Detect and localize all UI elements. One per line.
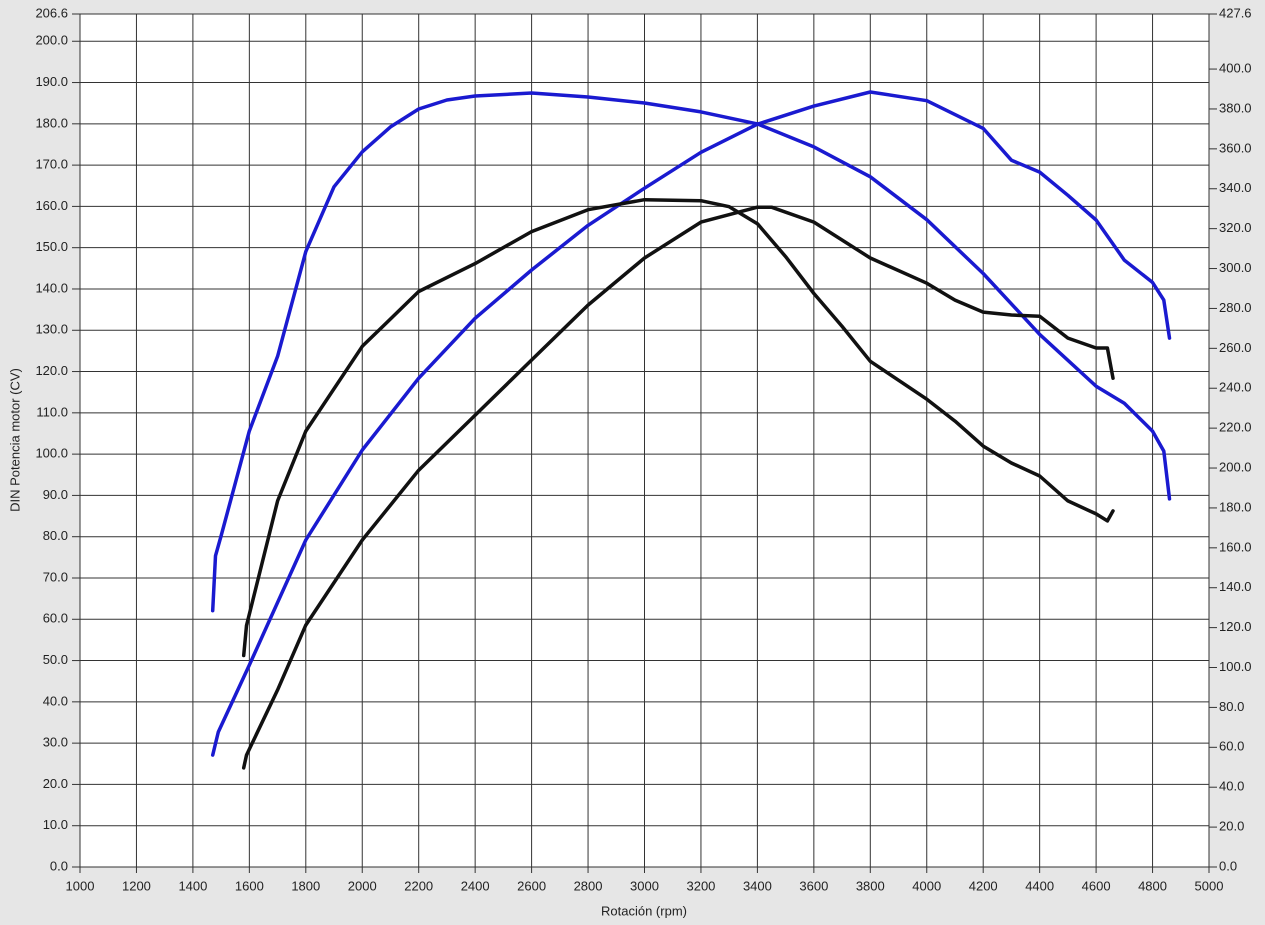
y2-tick-label: 120.0: [1219, 619, 1252, 634]
y2-tick-label: 60.0: [1219, 739, 1244, 754]
y2-tick-label: 340.0: [1219, 180, 1252, 195]
x-tick-label: 1400: [178, 878, 207, 893]
curve: [210, 91, 1172, 613]
y-tick-label: 206.6: [35, 5, 68, 20]
x-tick-label: 3200: [686, 878, 715, 893]
x-tick-label: 1800: [291, 878, 320, 893]
y-axis-title: DIN Potencia motor (CV): [7, 368, 22, 512]
y-tick-label: 80.0: [43, 528, 68, 543]
y-tick-label: 140.0: [35, 280, 68, 295]
x-tick-label: 2000: [348, 878, 377, 893]
y2-tick-label: 360.0: [1219, 140, 1252, 155]
y2-tick-label: 280.0: [1219, 300, 1252, 315]
y-tick-label: 40.0: [43, 693, 68, 708]
y2-tick-label: 40.0: [1219, 779, 1244, 794]
y2-tick-label: 300.0: [1219, 260, 1252, 275]
y2-tick-label: 180.0: [1219, 499, 1252, 514]
y-tick-label: 130.0: [35, 322, 68, 337]
y-tick-label: 20.0: [43, 776, 68, 791]
y2-tick-label: 427.6: [1219, 5, 1252, 20]
y2-tick-label: 80.0: [1219, 699, 1244, 714]
x-tick-label: 2200: [404, 878, 433, 893]
x-tick-label: 2400: [461, 878, 490, 893]
y-tick-label: 120.0: [35, 363, 68, 378]
x-tick-label: 3000: [630, 878, 659, 893]
x-tick-label: 1000: [66, 878, 95, 893]
x-tick-label: 1200: [122, 878, 151, 893]
y2-tick-label: 0.0: [1219, 858, 1237, 873]
y-tick-label: 90.0: [43, 487, 68, 502]
y2-tick-label: 260.0: [1219, 340, 1252, 355]
y-tick-label: 100.0: [35, 446, 68, 461]
y-tick-label: 190.0: [35, 74, 68, 89]
y-tick-label: 170.0: [35, 157, 68, 172]
y2-tick-label: 220.0: [1219, 420, 1252, 435]
y-tick-label: 150.0: [35, 239, 68, 254]
y-tick-label: 10.0: [43, 817, 68, 832]
y-tick-label: 30.0: [43, 735, 68, 750]
curve: [241, 197, 1115, 658]
x-tick-label: 4400: [1025, 878, 1054, 893]
x-tick-label: 5000: [1195, 878, 1224, 893]
y-tick-label: 60.0: [43, 611, 68, 626]
y-tick-label: 0.0: [50, 858, 68, 873]
y2-tick-label: 200.0: [1219, 459, 1252, 474]
y2-tick-label: 380.0: [1219, 100, 1252, 115]
y2-tick-label: 400.0: [1219, 60, 1252, 75]
curve: [210, 90, 1172, 757]
y-tick-label: 160.0: [35, 198, 68, 213]
y2-tick-label: 20.0: [1219, 819, 1244, 834]
y-tick-label: 70.0: [43, 569, 68, 584]
y2-tick-label: 320.0: [1219, 220, 1252, 235]
x-tick-label: 1600: [235, 878, 264, 893]
y2-tick-label: 140.0: [1219, 579, 1252, 594]
x-tick-label: 3600: [799, 878, 828, 893]
x-tick-label: 3400: [743, 878, 772, 893]
y2-tick-label: 240.0: [1219, 380, 1252, 395]
y2-tick-label: 160.0: [1219, 539, 1252, 554]
curve: [241, 205, 1115, 770]
x-axis-title: Rotación (rpm): [601, 903, 687, 918]
y-tick-label: 50.0: [43, 652, 68, 667]
x-tick-label: 4800: [1138, 878, 1167, 893]
y-tick-label: 180.0: [35, 115, 68, 130]
y-tick-label: 200.0: [35, 33, 68, 48]
y-tick-label: 110.0: [36, 404, 68, 419]
y2-tick-label: 100.0: [1219, 659, 1252, 674]
x-tick-label: 2600: [517, 878, 546, 893]
x-tick-label: 4000: [912, 878, 941, 893]
x-tick-label: 3800: [856, 878, 885, 893]
x-tick-label: 2800: [574, 878, 603, 893]
x-tick-label: 4200: [969, 878, 998, 893]
x-tick-label: 4600: [1082, 878, 1111, 893]
